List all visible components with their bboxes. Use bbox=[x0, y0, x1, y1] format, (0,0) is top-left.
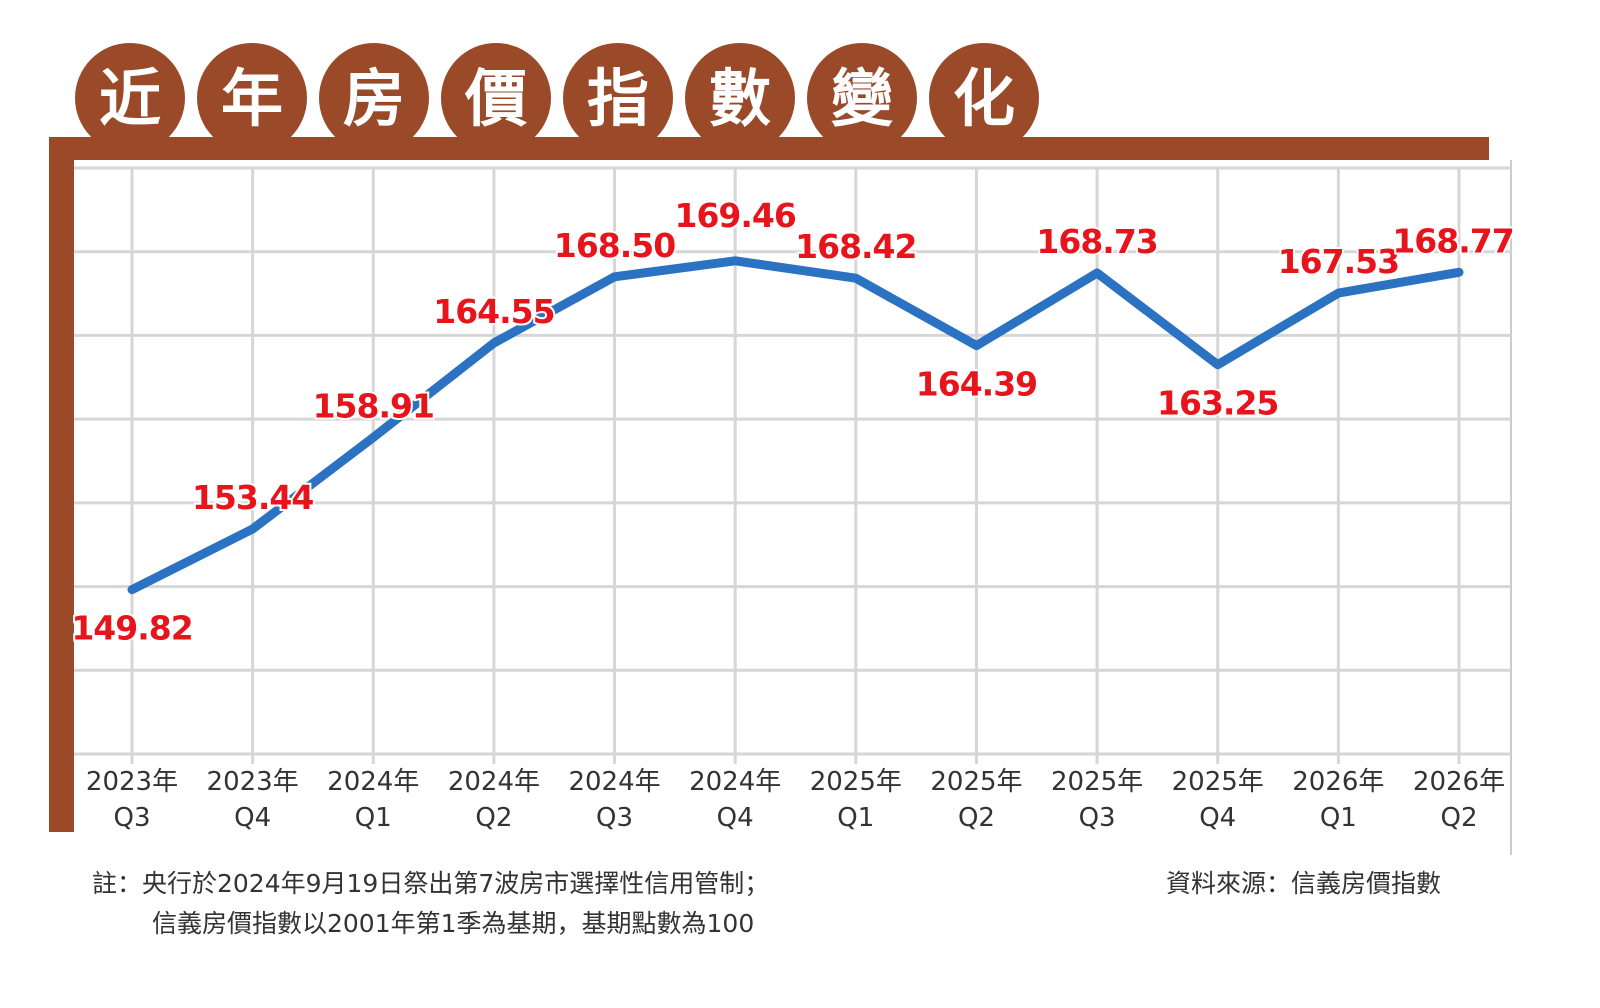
footnote-line-2: 信義房價指數以2001年第1季為基期，基期點數為100 bbox=[152, 909, 755, 938]
x-tick-quarter: Q1 bbox=[355, 803, 392, 833]
title-char: 近 bbox=[99, 62, 161, 135]
source-note: 資料來源：信義房價指數 bbox=[1166, 869, 1442, 898]
x-tick-quarter: Q2 bbox=[1440, 803, 1477, 833]
x-tick-quarter: Q3 bbox=[1079, 803, 1116, 833]
title-circle bbox=[75, 43, 185, 153]
x-tick-year: 2024年 bbox=[568, 767, 660, 797]
x-tick-quarter: Q4 bbox=[1199, 803, 1236, 833]
x-tick-quarter: Q4 bbox=[717, 803, 754, 833]
data-label: 163.25 bbox=[1157, 384, 1278, 423]
x-tick-year: 2025年 bbox=[810, 767, 902, 797]
x-tick-year: 2026年 bbox=[1292, 767, 1384, 797]
title-char: 化 bbox=[953, 62, 1015, 135]
footnote-line-1: 註：央行於2024年9月19日祭出第7波房市選擇性信用管制； bbox=[92, 869, 770, 898]
title-circle bbox=[807, 43, 917, 153]
series-line-group bbox=[127, 256, 1464, 595]
x-tick-year: 2023年 bbox=[207, 767, 299, 797]
x-tick-year: 2023年 bbox=[86, 767, 178, 797]
x-tick-quarter: Q2 bbox=[958, 803, 995, 833]
chart-title: 近年房價指數變化 bbox=[75, 43, 1039, 153]
data-label: 164.55 bbox=[433, 292, 554, 331]
data-label: 168.42 bbox=[795, 227, 916, 266]
data-label: 153.44 bbox=[192, 478, 313, 517]
x-tick-year: 2025年 bbox=[1172, 767, 1264, 797]
title-circle bbox=[685, 43, 795, 153]
x-axis-ticks: 2023年 Q3 2023年 Q4 2024年 Q1 2024年 Q2 2024年 Q3 2024年… bbox=[86, 767, 1505, 833]
title-circle bbox=[563, 43, 673, 153]
x-tick-year: 2024年 bbox=[448, 767, 540, 797]
x-tick-quarter: Q4 bbox=[234, 803, 271, 833]
title-circle bbox=[929, 43, 1039, 153]
title-circle bbox=[319, 43, 429, 153]
title-char: 指 bbox=[587, 62, 649, 135]
x-tick-year: 2025年 bbox=[1051, 767, 1143, 797]
title-char: 變 bbox=[831, 62, 893, 135]
x-tick-year: 2026年 bbox=[1413, 767, 1505, 797]
title-char: 價 bbox=[464, 62, 527, 135]
title-char: 數 bbox=[709, 62, 771, 135]
x-tick-quarter: Q2 bbox=[475, 803, 512, 833]
x-tick-quarter: Q3 bbox=[596, 803, 633, 833]
title-circle bbox=[197, 43, 307, 153]
x-tick-year: 2024年 bbox=[689, 767, 781, 797]
data-label: 149.82 bbox=[71, 609, 192, 648]
title-circle bbox=[441, 43, 551, 153]
data-label: 168.77 bbox=[1392, 221, 1513, 260]
data-label: 168.73 bbox=[1036, 222, 1157, 261]
series-line bbox=[127, 256, 1464, 595]
plot-background bbox=[74, 160, 1512, 855]
x-tick-year: 2024年 bbox=[327, 767, 419, 797]
data-label: 169.46 bbox=[675, 196, 796, 235]
data-label: 167.53 bbox=[1278, 242, 1399, 281]
title-char: 房 bbox=[343, 62, 405, 135]
x-tick-year: 2025年 bbox=[930, 767, 1022, 797]
x-tick-quarter: Q1 bbox=[837, 803, 874, 833]
data-label: 168.50 bbox=[554, 226, 675, 265]
value-labels: 149.82153.44158.91164.55168.50169.46168.… bbox=[69, 194, 1516, 650]
x-tick-quarter: Q3 bbox=[113, 803, 150, 833]
title-char: 年 bbox=[221, 62, 283, 135]
data-label: 158.91 bbox=[313, 386, 434, 425]
x-tick-quarter: Q1 bbox=[1320, 803, 1357, 833]
data-label: 164.39 bbox=[916, 365, 1037, 404]
